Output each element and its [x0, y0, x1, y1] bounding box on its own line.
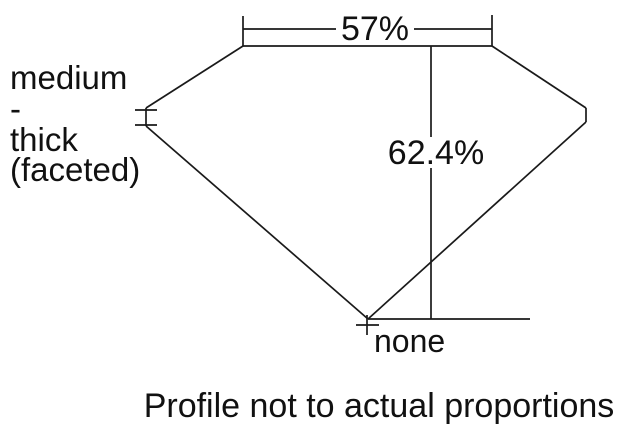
culet-label: none — [374, 323, 445, 359]
girdle-label-line-4: (faceted) — [10, 151, 140, 188]
caption: Profile not to actual proportions — [144, 387, 615, 425]
table-percent-label: 57% — [341, 10, 409, 48]
girdle-label-line-1: medium — [10, 59, 127, 96]
culet-cross-icon — [356, 315, 379, 335]
girdle-label-line-2: - — [10, 90, 21, 127]
pavilion-right-line — [367, 121, 587, 320]
pavilion-left-line — [145, 125, 369, 320]
depth-percent-label: 62.4% — [388, 134, 484, 172]
girdle-tick-marks — [135, 109, 157, 126]
girdle-label-line-3: thick — [10, 121, 78, 158]
crown-right-line — [491, 45, 587, 109]
crown-left-line — [145, 45, 244, 109]
